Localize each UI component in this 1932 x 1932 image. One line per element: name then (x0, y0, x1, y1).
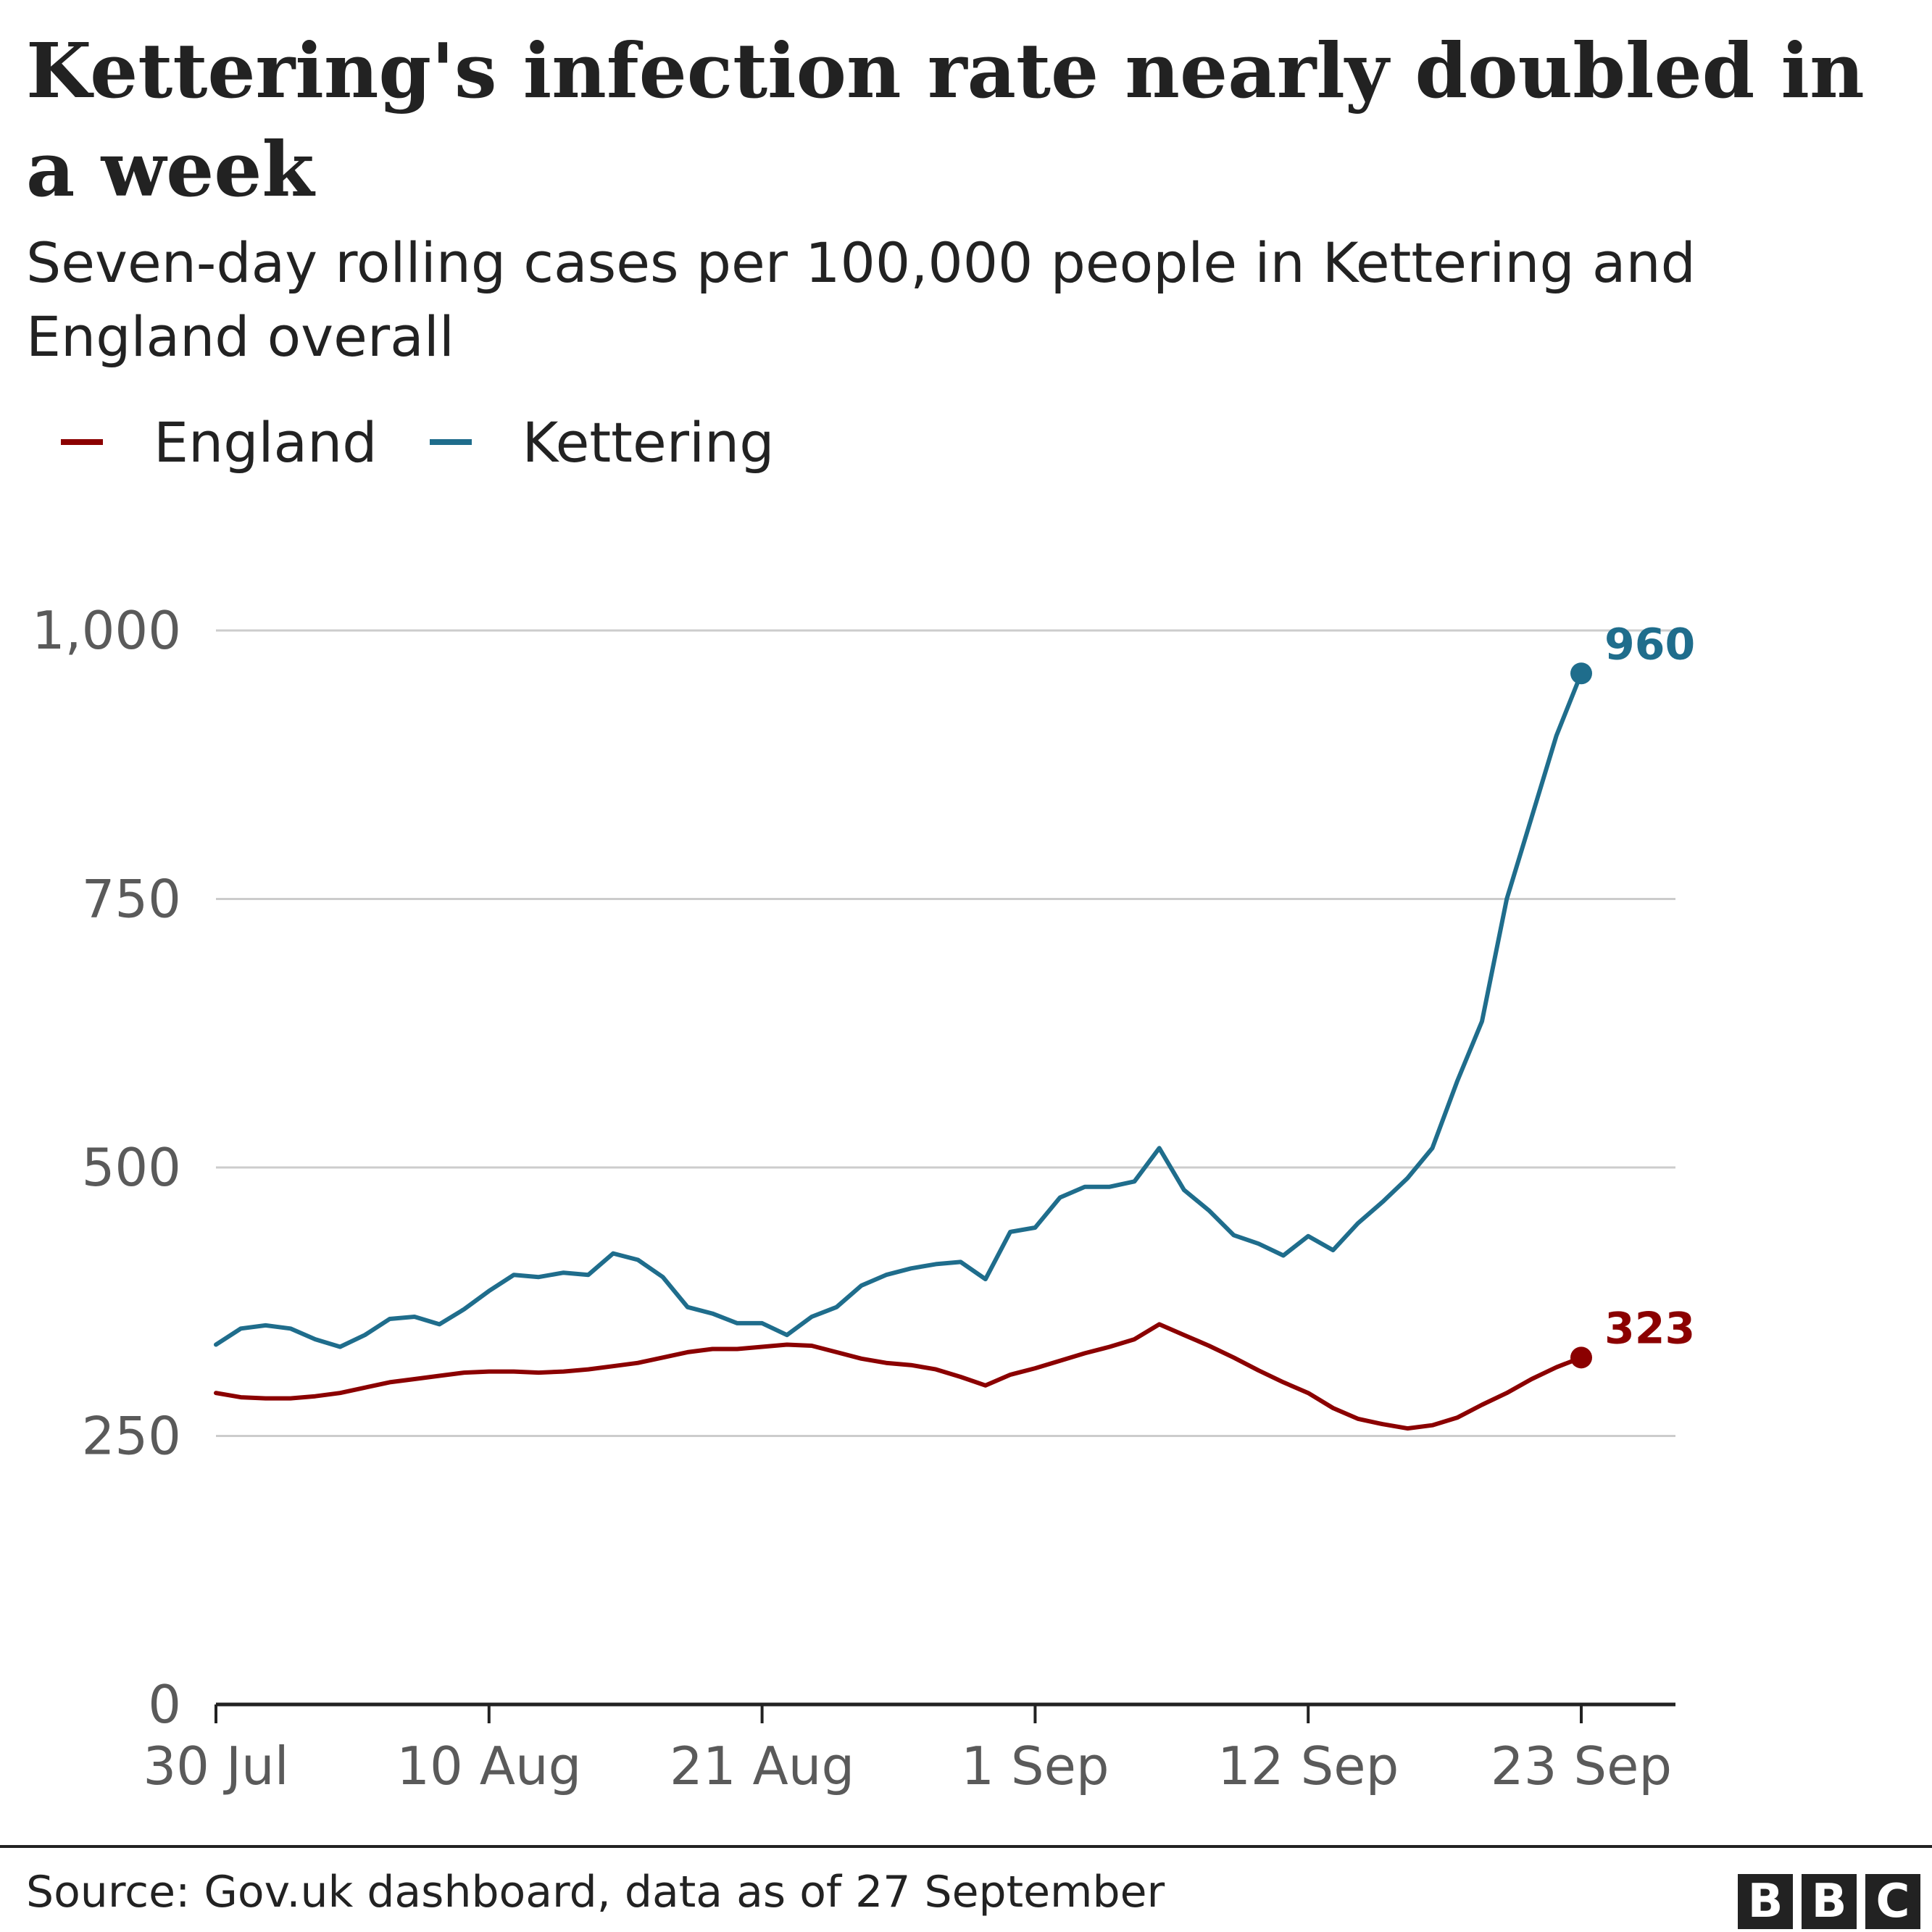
bbc-logo-block: B (1738, 1874, 1793, 1929)
source-note: Source: Gov.uk dashboard, data as of 27 … (26, 1867, 1165, 1918)
x-tick-label: 12 Sep (1217, 1736, 1399, 1796)
end-label-england: 323 (1604, 1303, 1695, 1354)
bbc-logo: B B C (1738, 1874, 1920, 1929)
legend-swatch-kettering (429, 439, 472, 445)
legend-item-kettering: Kettering (429, 409, 775, 475)
legend-label-kettering: Kettering (522, 409, 775, 475)
legend-item-england: England (61, 410, 378, 475)
chart-subtitle: Seven-day rolling cases per 100,000 peop… (26, 230, 1696, 369)
x-tick-label: 30 Jul (143, 1736, 288, 1796)
legend-label-england: England (154, 409, 378, 475)
chart-title: Kettering's infection rate nearly double… (26, 26, 1865, 214)
legend: England Kettering (61, 406, 826, 478)
end-point-england (1570, 1346, 1592, 1369)
bbc-logo-block: C (1865, 1874, 1920, 1929)
legend-swatch-england (61, 439, 103, 445)
series-line-kettering (214, 671, 1583, 1349)
x-tick-label: 21 Aug (670, 1736, 854, 1796)
x-tick-label: 10 Aug (396, 1736, 581, 1796)
y-tick-label: 500 (82, 1137, 181, 1198)
end-point-kettering (1570, 662, 1592, 685)
x-tick-label: 23 Sep (1491, 1736, 1672, 1796)
y-tick-label: 0 (148, 1674, 181, 1735)
source-divider (0, 1845, 1932, 1848)
y-tick-label: 1,000 (32, 600, 181, 661)
line-chart: 0 250 500 750 1,000 30 Jul 10 Aug 21 Aug 1 Sep 12… (32, 600, 1695, 1796)
y-tick-label: 250 (82, 1406, 181, 1467)
bbc-logo-block: B (1802, 1874, 1857, 1929)
end-label-kettering: 960 (1604, 619, 1695, 670)
y-tick-label: 750 (82, 869, 181, 930)
series-line-england (214, 1322, 1583, 1431)
x-tick-label: 1 Sep (961, 1736, 1109, 1796)
